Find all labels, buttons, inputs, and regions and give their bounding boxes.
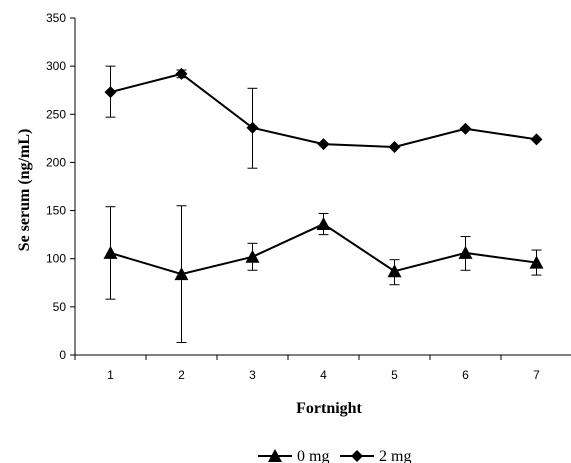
x-tick-label: 7 [533, 368, 540, 382]
y-tick-label: 0 [59, 348, 66, 362]
x-tick-label: 4 [320, 368, 327, 382]
y-tick-label: 200 [46, 155, 66, 169]
y-axis-ticks: 0 50 100 150 200 250 300 350 [46, 11, 75, 362]
series-line [110, 72, 537, 149]
data-point [530, 133, 543, 146]
data-point [316, 217, 331, 231]
data-point [388, 141, 401, 154]
axes [74, 18, 571, 356]
x-tick-label: 5 [391, 368, 398, 382]
x-axis-ticks: 1 2 3 4 5 6 7 [74, 355, 540, 382]
y-tick-label: 250 [46, 107, 66, 121]
legend-marker [351, 450, 363, 462]
error-bars [105, 65, 542, 343]
y-axis-label: Se serum (ng/mL) [16, 129, 33, 252]
data-point [103, 245, 118, 259]
series-markers [103, 67, 544, 281]
x-tick-label: 2 [178, 368, 185, 382]
legend-entry-label: 0 mg [297, 448, 329, 463]
data-point [529, 255, 544, 269]
legend-marker [268, 449, 282, 462]
data-point [104, 86, 117, 99]
data-point [245, 249, 260, 263]
series-lines [110, 72, 537, 276]
data-point [175, 67, 188, 80]
x-tick-label: 1 [107, 368, 114, 382]
y-tick-label: 50 [53, 300, 67, 314]
y-tick-label: 100 [46, 252, 66, 266]
data-point [387, 264, 402, 278]
data-point [317, 138, 330, 151]
data-point [459, 122, 472, 135]
legend-entry-label: 2 mg [379, 448, 411, 463]
data-point [174, 267, 189, 281]
y-tick-label: 350 [46, 11, 66, 25]
x-axis-label: Fortnight [296, 400, 362, 417]
x-tick-label: 6 [462, 368, 469, 382]
legend: 0 mg 2 mg [258, 448, 411, 463]
data-point [246, 121, 259, 134]
y-tick-label: 300 [46, 59, 66, 73]
y-tick-label: 150 [46, 204, 66, 218]
data-point [458, 245, 473, 259]
x-tick-label: 3 [249, 368, 256, 382]
